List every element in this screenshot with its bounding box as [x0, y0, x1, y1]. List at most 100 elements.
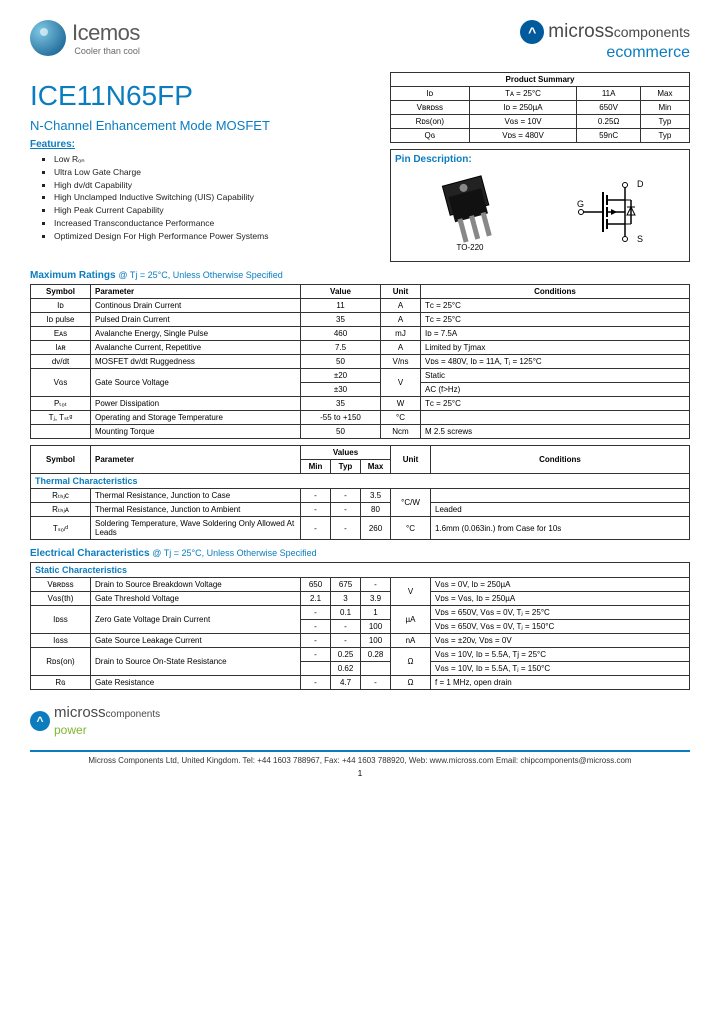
- summary-cell: Typ: [640, 129, 689, 143]
- summary-cell: Tᴀ = 25°C: [469, 87, 577, 101]
- table-cell: 100: [361, 620, 391, 634]
- table-cell: -: [301, 620, 331, 634]
- table-cell: mJ: [381, 327, 421, 341]
- micross-sub: components: [614, 24, 690, 40]
- table-cell: Continous Drain Current: [91, 299, 301, 313]
- table-cell: Vɢѕ(th): [31, 592, 91, 606]
- table-cell: Thermal Resistance, Junction to Ambient: [91, 503, 301, 517]
- table-cell: -: [301, 489, 331, 503]
- table-cell: Pₜₒₜ: [31, 397, 91, 411]
- table-cell: Pulsed Drain Current: [91, 313, 301, 327]
- values-header-table: Symbol Parameter Values Unit Conditions …: [30, 445, 690, 540]
- table-cell: Gate Threshold Voltage: [91, 592, 301, 606]
- table-cell: 460: [301, 327, 381, 341]
- summary-cell: Iᴅ = 250µA: [469, 101, 577, 115]
- table-cell: Iᴅѕѕ: [31, 606, 91, 634]
- table-cell: MOSFET dv/dt Ruggedness: [91, 355, 301, 369]
- table-cell: Drain to Source On-State Resistance: [91, 648, 301, 676]
- table-cell: 260: [361, 517, 391, 540]
- table-cell: [301, 662, 331, 676]
- micross-bubble-icon: ^: [30, 711, 50, 731]
- table-cell: -55 to +150: [301, 411, 381, 425]
- features-title: Features:: [30, 139, 378, 150]
- table-cell: Vɢѕ = 10V, Iᴅ = 5.5A, Tj = 25°C: [431, 648, 690, 662]
- summary-cell: Qɢ: [391, 129, 470, 143]
- table-cell: -: [301, 648, 331, 662]
- col-max: Max: [361, 460, 391, 474]
- col-min: Min: [301, 460, 331, 474]
- feature-item: Increased Transconductance Performance: [54, 217, 378, 230]
- summary-cell: 11A: [577, 87, 640, 101]
- table-cell: 50: [301, 355, 381, 369]
- table-cell: 100: [361, 634, 391, 648]
- package-label: TO-220: [457, 243, 485, 252]
- table-cell: Vᴅѕ = 650V, Vɢѕ = 0V, Tⱼ = 150°C: [431, 620, 690, 634]
- table-cell: -: [331, 634, 361, 648]
- footer-micross-sub: components: [106, 709, 160, 720]
- feature-item: High dv/dt Capability: [54, 179, 378, 192]
- table-cell: Eᴀѕ: [31, 327, 91, 341]
- table-cell: Gate Source Leakage Current: [91, 634, 301, 648]
- icemos-name: Icemos: [72, 20, 140, 46]
- col-symbol: Symbol: [31, 446, 91, 474]
- table-cell: 3: [331, 592, 361, 606]
- mosfet-symbol-icon: G D S: [575, 177, 655, 247]
- table-cell: Iᴀʀ: [31, 341, 91, 355]
- table-cell: °C: [381, 411, 421, 425]
- table-cell: Vɢѕ = 10V, Iᴅ = 5.5A, Tⱼ = 150°C: [431, 662, 690, 676]
- table-cell: Rₜₕⱼᴄ: [31, 489, 91, 503]
- table-cell: 0.62: [331, 662, 361, 676]
- col-unit: Unit: [391, 446, 431, 474]
- feature-item: Low Rₒₙ: [54, 153, 378, 166]
- micross-bubble-icon: ^: [520, 20, 544, 44]
- features-list: Low Rₒₙ Ultra Low Gate Charge High dv/dt…: [54, 153, 378, 242]
- table-cell: 7.5: [301, 341, 381, 355]
- table-cell: -: [331, 489, 361, 503]
- electrical-table: Static Characteristics Vʙʀᴅѕѕ Drain to S…: [30, 562, 690, 690]
- part-subtitle: N-Channel Enhancement Mode MOSFET: [30, 118, 378, 133]
- col-conditions: Conditions: [421, 285, 690, 299]
- table-cell: Drain to Source Breakdown Voltage: [91, 578, 301, 592]
- table-cell: Static: [421, 369, 690, 383]
- summary-cell: 59nC: [577, 129, 640, 143]
- table-cell: Vʙʀᴅѕѕ: [31, 578, 91, 592]
- table-cell: A: [381, 299, 421, 313]
- pin-description-box: Pin Description: TO-220: [390, 149, 690, 262]
- table-cell: A: [381, 341, 421, 355]
- features-block: Features: Low Rₒₙ Ultra Low Gate Charge …: [30, 139, 378, 242]
- table-cell: Thermal Resistance, Junction to Case: [91, 489, 301, 503]
- table-cell: 2.1: [301, 592, 331, 606]
- table-cell: Rɢ: [31, 676, 91, 690]
- table-cell: V: [381, 369, 421, 397]
- table-cell: Tᴄ = 25°C: [421, 299, 690, 313]
- table-cell: 650: [301, 578, 331, 592]
- table-cell: Operating and Storage Temperature: [91, 411, 301, 425]
- summary-cell: Vᴅѕ = 480V: [469, 129, 577, 143]
- table-cell: V: [391, 578, 431, 606]
- feature-item: Optimized Design For High Performance Po…: [54, 230, 378, 243]
- electrical-title: Electrical Characteristics @ Tj = 25°C, …: [30, 548, 690, 559]
- summary-cell: Typ: [640, 115, 689, 129]
- table-cell: Vᴅѕ = 650V, Vɢѕ = 0V, Tⱼ = 25°C: [431, 606, 690, 620]
- footer-logo: ^ microsscomponents power: [30, 704, 690, 738]
- pin-d-label: D: [637, 179, 644, 189]
- max-ratings-table: Symbol Parameter Value Unit Conditions I…: [30, 284, 690, 439]
- table-cell: Rₜₕⱼᴀ: [31, 503, 91, 517]
- table-cell: Iɢѕѕ: [31, 634, 91, 648]
- icemos-logo: Icemos Cooler than cool: [30, 20, 140, 56]
- table-cell: -: [301, 503, 331, 517]
- table-cell: f = 1 MHz, open drain: [431, 676, 690, 690]
- table-cell: 3.5: [361, 489, 391, 503]
- summary-cell: Vʙʀᴅѕѕ: [391, 101, 470, 115]
- icemos-sphere-icon: [30, 20, 66, 56]
- summary-cell: Min: [640, 101, 689, 115]
- micross-name: micross: [548, 21, 613, 42]
- table-cell: 4.7: [331, 676, 361, 690]
- table-cell: Leaded: [431, 503, 690, 517]
- table-cell: AC (f>Hz): [421, 383, 690, 397]
- feature-item: High Peak Current Capability: [54, 204, 378, 217]
- table-cell: -: [301, 676, 331, 690]
- table-cell: °C/W: [391, 489, 431, 517]
- table-cell: 80: [361, 503, 391, 517]
- table-cell: [431, 489, 690, 503]
